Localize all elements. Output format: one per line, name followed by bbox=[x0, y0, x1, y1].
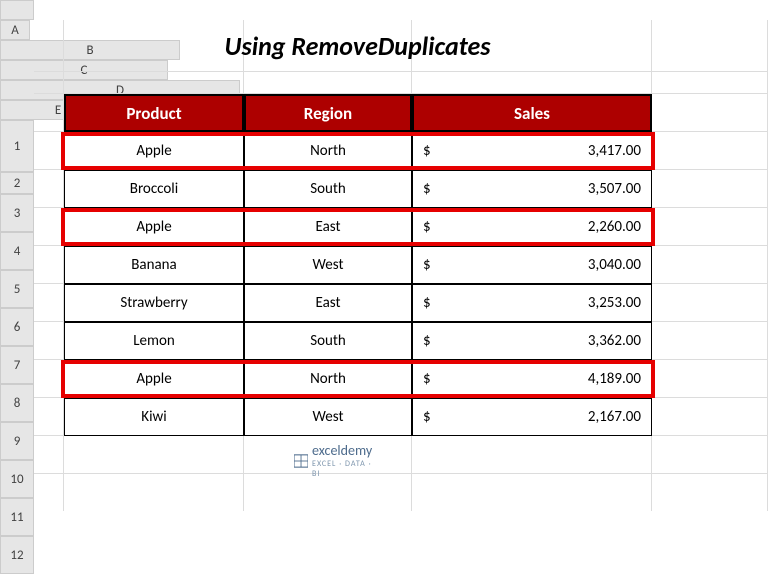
col-header-A[interactable]: A bbox=[0, 20, 30, 40]
currency-symbol: $ bbox=[423, 408, 431, 426]
brand-name: exceldemy bbox=[312, 442, 374, 459]
sales-value: 4,189.00 bbox=[588, 370, 641, 388]
currency-symbol: $ bbox=[423, 256, 431, 274]
table-header-sales[interactable]: Sales bbox=[412, 94, 652, 132]
sales-value: 2,260.00 bbox=[588, 218, 641, 236]
sales-cell[interactable]: $3,507.00 bbox=[412, 170, 652, 208]
row-header-10[interactable]: 10 bbox=[0, 460, 34, 498]
product-cell[interactable]: Apple bbox=[64, 360, 244, 398]
sales-cell[interactable]: $4,189.00 bbox=[412, 360, 652, 398]
row-header-2[interactable]: 2 bbox=[0, 172, 34, 194]
product-cell[interactable]: Strawberry bbox=[64, 284, 244, 322]
currency-symbol: $ bbox=[423, 370, 431, 388]
product-cell[interactable]: Banana bbox=[64, 246, 244, 284]
sales-value: 3,417.00 bbox=[588, 142, 641, 160]
sales-cell[interactable]: $3,040.00 bbox=[412, 246, 652, 284]
sales-value: 3,507.00 bbox=[588, 180, 641, 198]
sales-cell[interactable]: $2,167.00 bbox=[412, 398, 652, 436]
region-cell[interactable]: North bbox=[244, 132, 412, 170]
table-header-product[interactable]: Product bbox=[64, 94, 244, 132]
brand-logo: exceldemyEXCEL · DATA · BI bbox=[294, 442, 374, 479]
product-cell[interactable]: Lemon bbox=[64, 322, 244, 360]
row-header-1[interactable]: 1 bbox=[0, 120, 34, 172]
row-header-7[interactable]: 7 bbox=[0, 346, 34, 384]
row-header-3[interactable]: 3 bbox=[0, 194, 34, 232]
gridline bbox=[34, 473, 768, 474]
row-header-8[interactable]: 8 bbox=[0, 384, 34, 422]
sales-cell[interactable]: $3,417.00 bbox=[412, 132, 652, 170]
region-cell[interactable]: South bbox=[244, 170, 412, 208]
grid-icon bbox=[294, 454, 308, 468]
page-title: Using RemoveDuplicates bbox=[64, 20, 652, 72]
sales-cell[interactable]: $2,260.00 bbox=[412, 208, 652, 246]
row-header-9[interactable]: 9 bbox=[0, 422, 34, 460]
row-header-6[interactable]: 6 bbox=[0, 308, 34, 346]
region-cell[interactable]: West bbox=[244, 246, 412, 284]
sales-cell[interactable]: $3,253.00 bbox=[412, 284, 652, 322]
product-cell[interactable]: Apple bbox=[64, 132, 244, 170]
currency-symbol: $ bbox=[423, 332, 431, 350]
brand-tagline: EXCEL · DATA · BI bbox=[312, 459, 374, 479]
product-cell[interactable]: Apple bbox=[64, 208, 244, 246]
row-header-5[interactable]: 5 bbox=[0, 270, 34, 308]
region-cell[interactable]: East bbox=[244, 284, 412, 322]
currency-symbol: $ bbox=[423, 294, 431, 312]
region-cell[interactable]: East bbox=[244, 208, 412, 246]
currency-symbol: $ bbox=[423, 142, 431, 160]
row-header-11[interactable]: 11 bbox=[0, 498, 34, 536]
sales-value: 2,167.00 bbox=[588, 408, 641, 426]
row-header-4[interactable]: 4 bbox=[0, 232, 34, 270]
sheet-corner[interactable] bbox=[0, 0, 34, 20]
region-cell[interactable]: West bbox=[244, 398, 412, 436]
sales-value: 3,362.00 bbox=[588, 332, 641, 350]
currency-symbol: $ bbox=[423, 218, 431, 236]
row-header-12[interactable]: 12 bbox=[0, 536, 34, 574]
product-cell[interactable]: Broccoli bbox=[64, 170, 244, 208]
product-cell[interactable]: Kiwi bbox=[64, 398, 244, 436]
sales-cell[interactable]: $3,362.00 bbox=[412, 322, 652, 360]
region-cell[interactable]: South bbox=[244, 322, 412, 360]
currency-symbol: $ bbox=[423, 180, 431, 198]
sales-value: 3,040.00 bbox=[588, 256, 641, 274]
region-cell[interactable]: North bbox=[244, 360, 412, 398]
table-header-region[interactable]: Region bbox=[244, 94, 412, 132]
sales-value: 3,253.00 bbox=[588, 294, 641, 312]
